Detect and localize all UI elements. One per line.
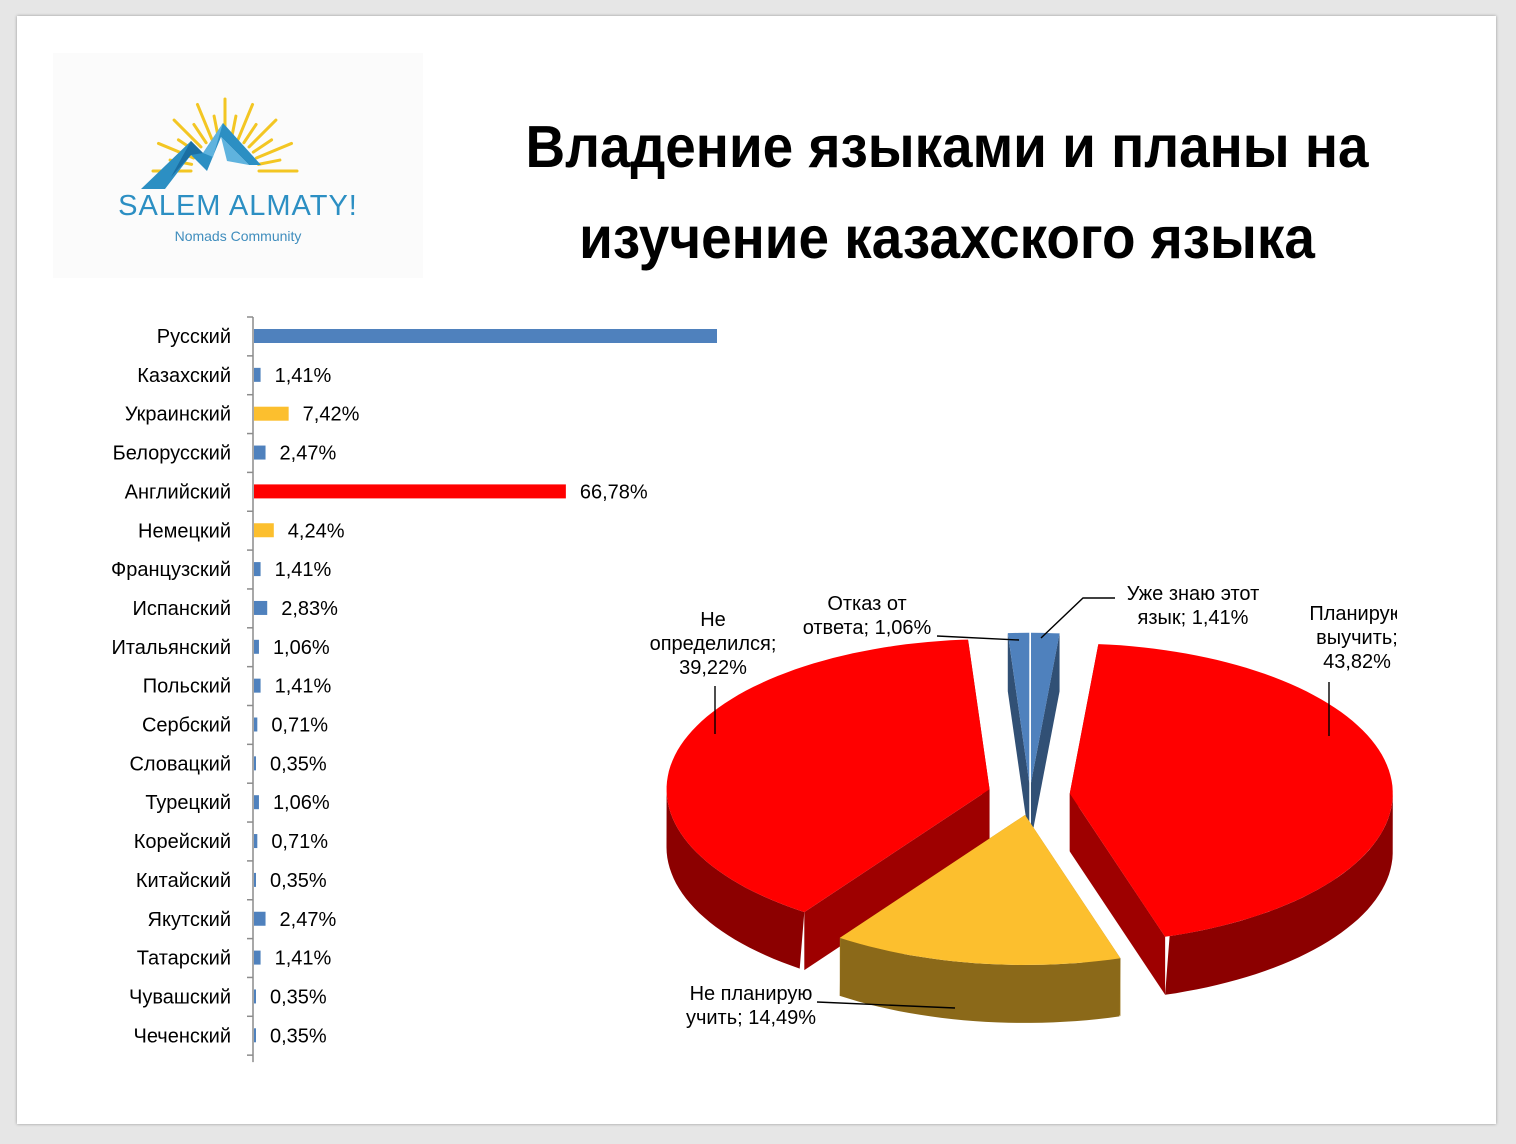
pie-data-label: Отказ от ответа; 1,06% xyxy=(803,593,932,639)
bar-category-label: Польский xyxy=(143,676,231,698)
bar-category-label: Испанский xyxy=(133,598,231,620)
bar-category-label: Чувашский xyxy=(129,986,231,1008)
pie-slice-top xyxy=(1030,632,1060,783)
pie-slice-side xyxy=(1030,633,1060,841)
page-title: Владение языками и планы на изучение каз… xyxy=(436,102,1459,284)
bar xyxy=(254,406,289,421)
bar-category-label: Чеченский xyxy=(134,1025,231,1047)
bar-value-label: 0,35% xyxy=(270,753,327,775)
bar xyxy=(254,639,259,654)
bar-category-label: Турецкий xyxy=(145,792,231,814)
slide: SALEM ALMATY! Nomads Community Владение … xyxy=(17,16,1496,1124)
bar-value-label: 1,41% xyxy=(275,559,332,581)
pie-slice-top xyxy=(666,639,990,913)
bar-category-label: Словацкий xyxy=(129,753,231,775)
bar xyxy=(254,911,266,926)
bar-value-label: 1,41% xyxy=(275,948,332,970)
bar-value-label: 0,35% xyxy=(270,986,327,1008)
pie-leader-line xyxy=(936,635,1020,641)
pie-slice-edge xyxy=(666,791,805,969)
pie-leader-line xyxy=(1040,597,1115,639)
pie-slice xyxy=(1069,644,1393,995)
bar-category-label: Сербский xyxy=(142,715,231,737)
pie-slice-side xyxy=(1007,633,1030,841)
bar xyxy=(254,717,258,732)
bar-value-label: 0,35% xyxy=(270,1025,327,1047)
logo-name: SALEM ALMATY! xyxy=(118,190,358,222)
bar-value-label: 1,41% xyxy=(275,676,332,698)
bar xyxy=(254,1028,256,1043)
bar xyxy=(254,484,566,499)
pie-leader-line xyxy=(816,1001,956,1009)
bar-category-label: Английский xyxy=(125,481,231,503)
bar xyxy=(254,329,717,343)
pie-slice-edge xyxy=(1165,793,1393,995)
bar-category-label: Якутский xyxy=(148,909,231,931)
title-line-2: изучение казахского языка xyxy=(579,205,1315,271)
bar-category-label: Украинский xyxy=(125,404,231,426)
logo-sun-mountain-icon xyxy=(141,97,299,189)
pie-data-label: Не планирую учить; 14,49% xyxy=(686,983,816,1029)
bar xyxy=(254,523,274,538)
logo: SALEM ALMATY! Nomads Community xyxy=(53,53,423,278)
bar xyxy=(254,872,256,887)
bar-category-label: Немецкий xyxy=(138,520,231,542)
bar xyxy=(254,795,259,810)
pie-slice xyxy=(666,639,990,971)
bar-category-label: Корейский xyxy=(134,831,231,853)
bar-category-label: Казахский xyxy=(137,365,231,387)
logo-subtitle: Nomads Community xyxy=(174,228,302,244)
bar-value-label: 66,78% xyxy=(580,481,648,503)
bar xyxy=(254,562,261,577)
bar-value-label: 4,24% xyxy=(288,520,345,542)
pie-slice xyxy=(1030,632,1060,841)
pie-chart: Уже знаю этот язык; 1,41% Планирую выучить;… xyxy=(650,583,1397,1029)
bar xyxy=(254,834,258,849)
pie-slice-top xyxy=(839,814,1121,965)
pie-data-label: Уже знаю этот язык; 1,41% xyxy=(1127,583,1260,629)
pie-data-label: Не определился; 39,22% xyxy=(650,609,777,679)
bar-category-label: Китайский xyxy=(136,870,231,892)
bar-value-label: 2,47% xyxy=(280,443,337,465)
bar-value-label: 7,42% xyxy=(303,404,360,426)
pie-slice-side xyxy=(804,789,990,971)
bar xyxy=(254,445,266,460)
pie-slice xyxy=(839,814,1121,1023)
bar-value-label: 1,06% xyxy=(273,792,330,814)
bar xyxy=(254,600,268,615)
bar-category-label: Итальянский xyxy=(112,637,232,659)
pie-slice xyxy=(1007,632,1030,841)
bar xyxy=(254,989,256,1004)
bar xyxy=(254,678,261,693)
bar-value-label: 1,41% xyxy=(275,365,332,387)
pie-slice-side xyxy=(1069,793,1166,995)
pie-data-label: Планирую выучить; 43,82% xyxy=(1309,603,1397,673)
bar xyxy=(254,367,261,382)
pie-slice-top xyxy=(1007,632,1030,783)
bar-value-label: 0,71% xyxy=(271,715,328,737)
bar-value-label: 2,83% xyxy=(281,598,338,620)
bar-category-label: Белорусский xyxy=(113,443,231,465)
bar-chart: Русский100,00%Казахский1,41%Украинский7,… xyxy=(111,316,717,1063)
bar-value-label: 1,06% xyxy=(273,637,330,659)
bar-category-label: Татарский xyxy=(137,948,231,970)
bar xyxy=(254,756,256,771)
bar xyxy=(254,950,261,965)
bar-category-label: Французский xyxy=(111,559,231,581)
bar-category-label: Русский xyxy=(157,326,231,348)
title-line-1: Владение языками и планы на xyxy=(525,114,1369,180)
bar-value-label: 2,47% xyxy=(280,909,337,931)
bar-value-label: 0,71% xyxy=(271,831,328,853)
pie-slice-top xyxy=(1069,644,1393,937)
pie-slice-edge xyxy=(839,938,1121,1023)
bar-value-label: 0,35% xyxy=(270,870,327,892)
